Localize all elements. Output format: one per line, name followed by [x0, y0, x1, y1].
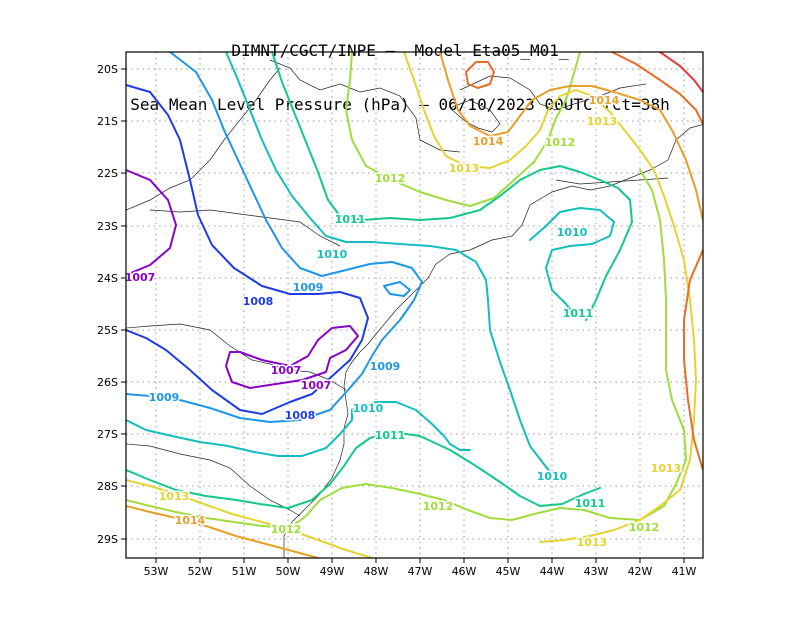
isobar-label-1011: 1011: [375, 429, 406, 442]
isobar-1007: [126, 169, 177, 276]
isobar-1011: [271, 52, 633, 321]
isobar-label-1011: 1011: [575, 497, 606, 510]
lat-tick-label: 22S: [97, 167, 118, 180]
isobar-label-1014: 1014: [473, 135, 504, 148]
isobar-1012: [345, 52, 581, 207]
lat-tick-label: 21S: [97, 115, 118, 128]
latitude-axis: 20S 21S 22S 23S 24S 25S 26S 27S 28S 29S: [97, 63, 126, 546]
isobar-label-1012: 1012: [375, 172, 406, 185]
isobar-1012: [126, 169, 687, 529]
isobar-1008: [126, 84, 369, 415]
isobar-label-1009: 1009: [293, 281, 324, 294]
isobar-1009: [383, 281, 411, 297]
isobar-1016: [659, 52, 703, 93]
state-border: [149, 209, 341, 247]
isobar-1014: [126, 505, 319, 558]
lon-tick-label: 45W: [496, 565, 521, 578]
isobar-label-1012: 1012: [423, 500, 454, 513]
longitude-axis: 53W 52W 51W 50W 49W 48W 47W 46W 45W 44W 43W 42W 41W: [144, 558, 697, 578]
lon-tick-label: 53W: [144, 565, 169, 578]
lon-tick-label: 50W: [276, 565, 301, 578]
lon-tick-label: 51W: [232, 565, 257, 578]
isobar-1015: [465, 61, 495, 89]
title-line-1: DIMNT/CGCT/INPE — Model Eta05_M01_: [231, 41, 569, 60]
lon-tick-label: 49W: [320, 565, 345, 578]
lon-tick-label: 44W: [540, 565, 565, 578]
isobar-1015: [683, 249, 703, 471]
isobar-1011: [126, 431, 601, 509]
lagoon: [449, 99, 501, 133]
isobar-label-1014: 1014: [589, 94, 620, 107]
lat-tick-label: 27S: [97, 428, 118, 441]
isobar-label-1014: 1014: [175, 514, 206, 527]
lat-tick-label: 26S: [97, 376, 118, 389]
lat-tick-label: 20S: [97, 63, 118, 76]
lat-tick-label: 28S: [97, 480, 118, 493]
isobar-1013: [403, 52, 697, 543]
lat-lon-grid: [126, 52, 703, 558]
isobar-label-1013: 1013: [651, 462, 682, 475]
isobar-label-1013: 1013: [577, 536, 608, 549]
isobar-1010: [225, 52, 551, 473]
isobar-label-1008: 1008: [243, 295, 274, 308]
lat-tick-label: 25S: [97, 324, 118, 337]
isobar-label-1009: 1009: [370, 360, 401, 373]
isobar-label-1012: 1012: [629, 521, 660, 534]
isobar-label-1010: 1010: [353, 402, 384, 415]
isobar-label-1012: 1012: [545, 136, 576, 149]
isobar-label-1013: 1013: [587, 115, 618, 128]
lon-tick-label: 43W: [584, 565, 609, 578]
isobar-1013: [126, 479, 373, 558]
chart-title: DIMNT/CGCT/INPE — Model Eta05_M01_ Sea M…: [0, 6, 800, 132]
isobar-1010: [351, 401, 471, 451]
isobar-label-1011: 1011: [335, 213, 366, 226]
isobar-label-1007: 1007: [301, 379, 332, 392]
isobar-label-1013: 1013: [449, 162, 480, 175]
isobar-label-1009: 1009: [149, 391, 180, 404]
lat-tick-label: 24S: [97, 272, 118, 285]
isobar-label-1013: 1013: [159, 490, 190, 503]
lon-tick-label: 41W: [672, 565, 697, 578]
map-frame: [125, 51, 704, 559]
isobar-label-1008: 1008: [285, 409, 316, 422]
lon-tick-label: 47W: [408, 565, 433, 578]
isobar-1007: [225, 325, 359, 389]
isobar-1009: [126, 52, 423, 423]
lon-tick-label: 46W: [452, 565, 477, 578]
isobar-label-1011: 1011: [563, 307, 594, 320]
isobar-label-1010: 1010: [537, 470, 568, 483]
state-border: [555, 177, 669, 185]
isobar-1010: [529, 207, 615, 315]
lat-tick-label: 29S: [97, 533, 118, 546]
lon-tick-label: 52W: [188, 565, 213, 578]
isobar-1010: [126, 409, 353, 457]
isobar-1015: [611, 52, 703, 125]
state-border: [459, 75, 647, 111]
isobar-label-1010: 1010: [557, 226, 588, 239]
lon-tick-label: 48W: [364, 565, 389, 578]
isobar-label-1012: 1012: [271, 523, 302, 536]
title-line-2: Sea Mean Level Pressure (hPa) — 06/10/20…: [130, 95, 670, 114]
state-border: [269, 59, 461, 153]
isobar-1014: [439, 52, 703, 221]
isobar-label-1007: 1007: [125, 271, 156, 284]
lon-tick-label: 42W: [628, 565, 653, 578]
state-border: [126, 67, 281, 211]
isobar-label-1010: 1010: [317, 248, 348, 261]
lat-tick-label: 23S: [97, 220, 118, 233]
isobar-label-1007: 1007: [271, 364, 302, 377]
coastline: [283, 124, 703, 558]
